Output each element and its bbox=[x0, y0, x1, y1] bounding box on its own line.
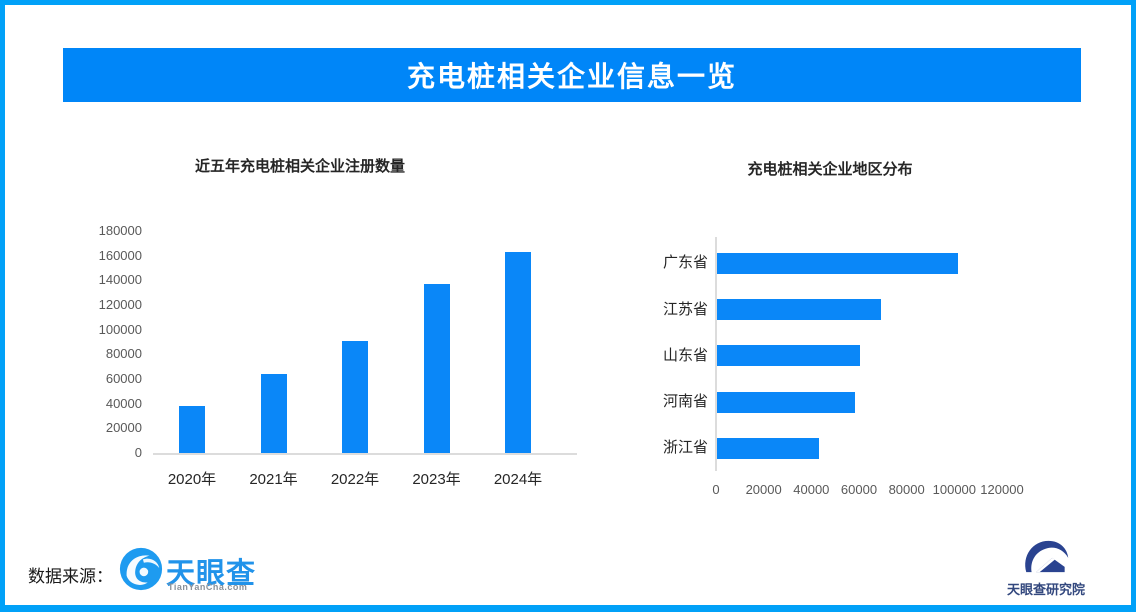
right-category-label: 江苏省 bbox=[662, 300, 708, 318]
right-chart-title: 充电桩相关企业地区分布 bbox=[747, 161, 913, 178]
left-chart-bar bbox=[260, 374, 287, 453]
right-x-tick-label: 100000 bbox=[932, 482, 977, 497]
left-chart-bar bbox=[342, 340, 368, 453]
left-y-tick-label: 120000 bbox=[98, 297, 142, 312]
page-title: 充电桩相关企业信息一览 bbox=[406, 61, 737, 92]
infographic-content: 充电桩相关企业信息一览 近五年充电桩相关企业注册数量 0 20000 40000 60… bbox=[5, 5, 1131, 605]
right-x-tick-label: 120000 bbox=[980, 482, 1024, 497]
data-source-label: 数据来源： bbox=[28, 567, 113, 586]
left-chart-x-axis-line bbox=[153, 453, 577, 455]
left-y-tick-label: 180000 bbox=[98, 223, 142, 238]
right-category-label: 浙江省 bbox=[662, 439, 708, 457]
left-y-tick-label: 20000 bbox=[105, 420, 142, 436]
left-y-tick-label: 160000 bbox=[98, 247, 142, 263]
right-x-tick-label: 0 bbox=[712, 482, 720, 497]
right-chart-y-axis-line bbox=[715, 237, 717, 471]
right-x-tick-label: 20000 bbox=[745, 482, 782, 497]
left-chart-bar bbox=[505, 251, 531, 453]
left-chart-bar bbox=[423, 284, 450, 453]
left-y-tick-label: 100000 bbox=[98, 321, 142, 337]
left-x-category-label: 2020年 bbox=[167, 471, 217, 488]
right-category-label: 山东省 bbox=[662, 346, 708, 364]
right-category-label: 广东省 bbox=[662, 254, 708, 272]
right-chart-bar bbox=[717, 252, 958, 274]
research-institute-logo-icon bbox=[1025, 540, 1069, 573]
tianyancha-logo-icon bbox=[119, 547, 163, 591]
right-category-label: 河南省 bbox=[662, 393, 708, 411]
left-x-category-label: 2023年 bbox=[412, 471, 461, 488]
left-y-tick-label: 0 bbox=[134, 445, 142, 460]
right-chart-bar bbox=[717, 437, 820, 459]
right-chart-bar bbox=[717, 345, 860, 367]
right-x-tick-label: 80000 bbox=[888, 482, 925, 497]
left-x-category-label: 2022年 bbox=[330, 471, 380, 488]
left-x-category-label: 2024年 bbox=[493, 471, 543, 488]
left-chart-bar bbox=[179, 406, 205, 453]
tianyancha-logo-text: 天眼查 bbox=[166, 558, 257, 590]
right-x-tick-label: 60000 bbox=[840, 482, 878, 497]
left-y-tick-label: 40000 bbox=[105, 395, 142, 411]
right-chart-bar bbox=[717, 391, 856, 413]
left-x-category-label: 2021年 bbox=[249, 471, 298, 488]
research-institute-logo-text: 天眼查研究院 bbox=[1006, 582, 1085, 597]
left-y-tick-label: 80000 bbox=[105, 346, 142, 362]
right-x-tick-label: 40000 bbox=[793, 482, 830, 497]
left-chart-title: 近五年充电桩相关企业注册数量 bbox=[194, 158, 405, 175]
right-chart-bar bbox=[717, 299, 882, 320]
title-banner: 充电桩相关企业信息一览 bbox=[63, 48, 1081, 102]
tianyancha-logo-domain: TianYanCha.com bbox=[168, 582, 248, 592]
left-y-tick-label: 140000 bbox=[98, 272, 142, 288]
left-y-tick-label: 60000 bbox=[105, 371, 142, 386]
